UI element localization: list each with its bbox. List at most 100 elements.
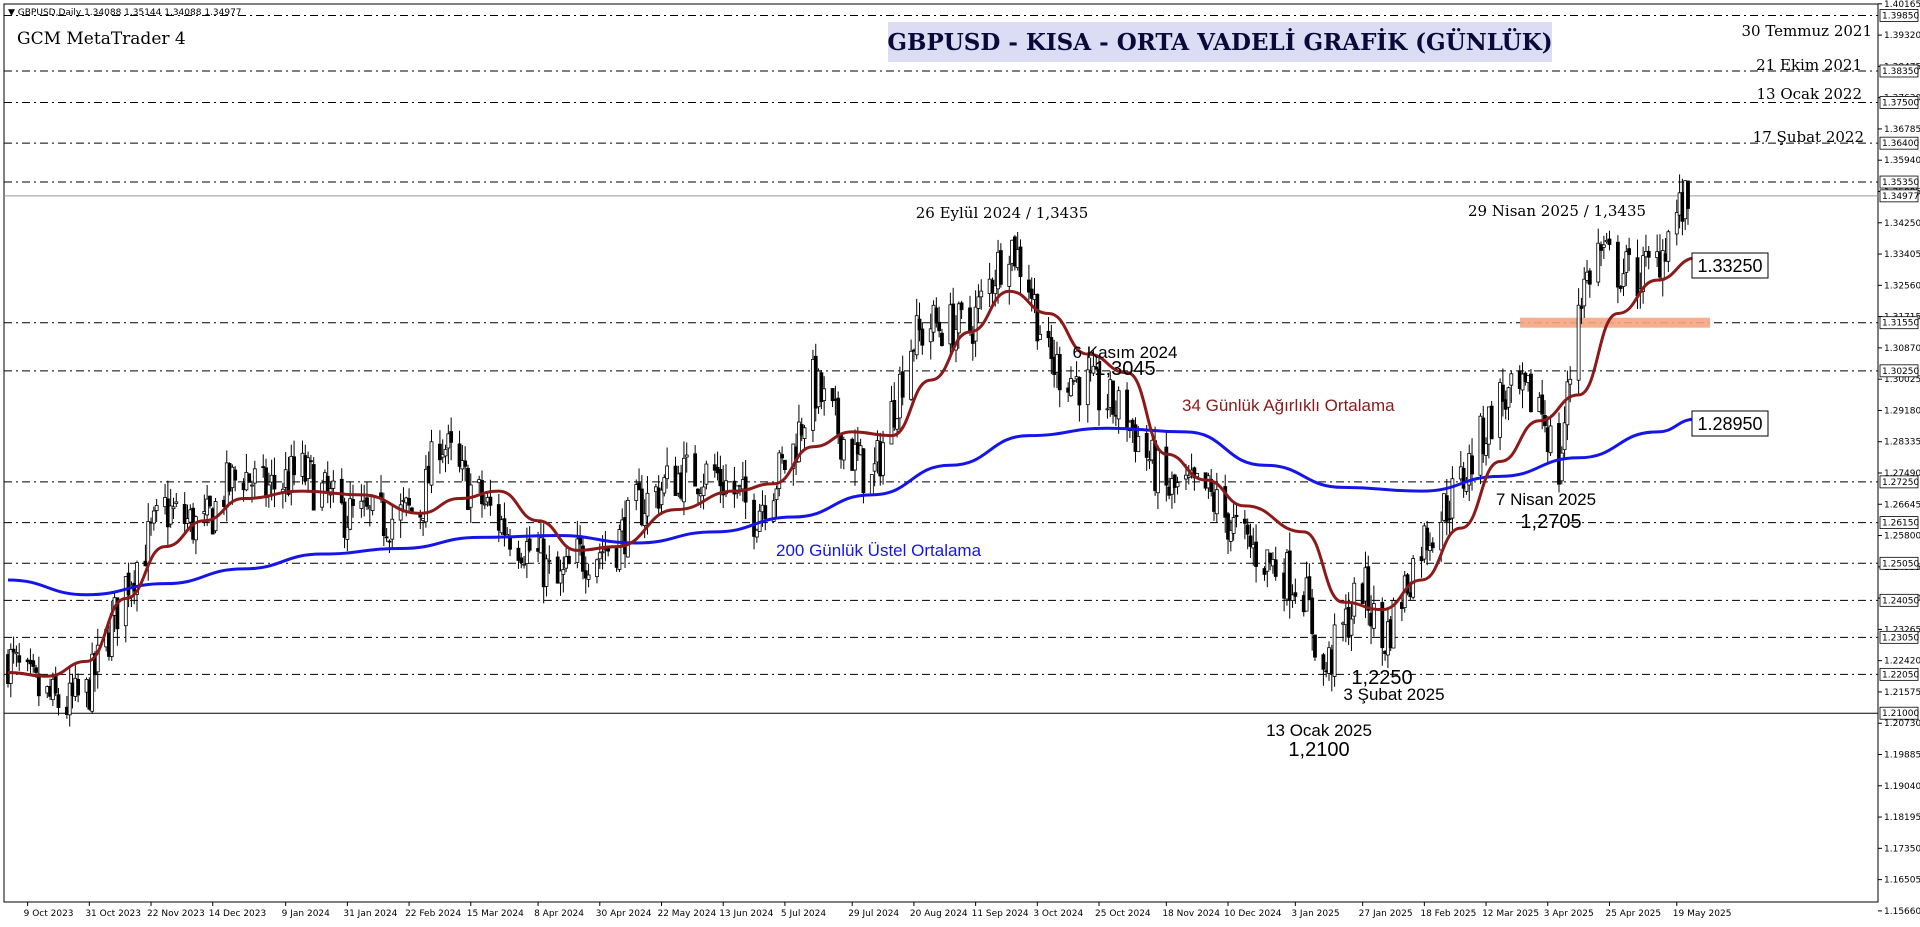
candle-body <box>959 302 964 311</box>
x-tick-label: 13 Jun 2024 <box>719 909 773 919</box>
candle-body <box>522 563 526 566</box>
level-value-label: 1.39850 <box>1882 11 1919 21</box>
candle <box>1674 199 1679 246</box>
candle <box>558 559 563 596</box>
candle <box>853 429 857 486</box>
candle-body <box>1674 212 1679 235</box>
y-tick-label: 1.36785 <box>1884 125 1920 135</box>
candle-body <box>583 570 588 579</box>
y-tick-label: 1.23265 <box>1884 625 1920 635</box>
level-note-4: 17 Şubat 2022 <box>1753 128 1864 146</box>
candle-body <box>586 574 591 580</box>
candle-body <box>1506 387 1511 408</box>
candle <box>544 554 549 597</box>
level-value-label: 1.25050 <box>1882 559 1919 569</box>
candle <box>567 548 571 565</box>
candle <box>1105 393 1110 419</box>
candle-body <box>979 290 984 298</box>
x-tick-label: 18 Feb 2025 <box>1420 909 1476 919</box>
candle <box>1321 652 1326 686</box>
candle-body <box>171 506 176 510</box>
level-value-box <box>1879 556 1919 570</box>
candle <box>1172 473 1177 504</box>
candle-body <box>407 498 411 506</box>
candle-body <box>1444 495 1449 522</box>
candle-body <box>802 427 807 439</box>
y-tick-label: 1.27490 <box>1884 469 1920 479</box>
candle-body <box>443 448 448 457</box>
candle-body <box>1071 379 1076 382</box>
candle-body <box>1540 394 1545 415</box>
candle-body <box>14 651 19 655</box>
candle <box>1057 346 1062 408</box>
candle <box>940 328 944 347</box>
candle-body <box>701 486 706 496</box>
candle-body <box>917 318 922 331</box>
candle <box>1596 228 1601 287</box>
candle <box>339 468 344 505</box>
level-value-label: 1.31550 <box>1882 319 1919 329</box>
annotation-feb3-date: 3 Şubat 2025 <box>1343 685 1444 704</box>
candle <box>309 454 313 479</box>
candle-body <box>777 452 782 489</box>
candle-body <box>895 418 899 430</box>
candle <box>1234 502 1239 528</box>
candle <box>659 481 664 515</box>
candle-body <box>1248 535 1253 547</box>
level-value-label: 1.36400 <box>1882 139 1919 149</box>
candle <box>331 470 336 503</box>
candle <box>701 473 706 510</box>
candle <box>869 474 874 496</box>
candle-body <box>1489 405 1494 440</box>
candle-body <box>1576 304 1581 381</box>
candle <box>780 446 784 464</box>
candle-body <box>146 521 151 564</box>
ema200-label: 200 Günlük Üstel Ortalama <box>776 541 982 560</box>
candle <box>1018 239 1023 295</box>
candle-body <box>508 537 512 550</box>
x-tick-label: 10 Dec 2024 <box>1224 909 1282 919</box>
wma34-label: 34 Günlük Ağırlıklı Ortalama <box>1182 396 1395 415</box>
candle <box>1223 474 1228 533</box>
candle <box>900 355 905 406</box>
candle <box>881 430 885 485</box>
x-tick-label: 25 Apr 2025 <box>1605 909 1661 919</box>
y-tick-label: 1.34250 <box>1884 219 1920 229</box>
candle <box>928 313 933 360</box>
current-price-label: 1.34977 <box>1882 192 1919 202</box>
y-tick-label: 1.21575 <box>1884 688 1920 698</box>
candle-body <box>1172 474 1177 488</box>
symbol-line: ▼ GBPUSD,Daily 1.34088 1.35144 1.34088 1… <box>8 8 242 18</box>
level-value-label: 1.26150 <box>1882 519 1919 529</box>
wma34-value-box <box>1691 252 1769 279</box>
level-note-1: 30 Temmuz 2021 <box>1741 22 1872 40</box>
candle-body <box>1349 618 1354 636</box>
candle <box>914 298 919 360</box>
candle-body <box>423 468 428 523</box>
x-tick-label: 25 Oct 2024 <box>1095 909 1151 919</box>
candle-body <box>617 529 622 570</box>
candle <box>1116 386 1121 434</box>
candle <box>639 475 644 527</box>
candle-body <box>1520 373 1525 391</box>
candle <box>126 562 131 608</box>
candle <box>693 445 698 487</box>
candle <box>17 643 22 671</box>
candle-body <box>1091 365 1096 374</box>
candle-body <box>1231 517 1236 534</box>
candle-body <box>558 570 563 584</box>
candle-body <box>1156 449 1160 494</box>
candle <box>348 481 353 531</box>
candle-body <box>752 499 756 537</box>
annotation-nov-2024-price: 1,3045 <box>1094 358 1155 380</box>
candle-body <box>581 545 585 572</box>
candle <box>407 488 411 513</box>
annotation-jan13-price: 1,2100 <box>1288 739 1349 761</box>
candle <box>1498 378 1502 451</box>
candle-body <box>861 448 866 494</box>
candle-body <box>1500 384 1505 402</box>
candle-body <box>1666 231 1671 262</box>
y-tick-label: 1.30025 <box>1884 375 1920 385</box>
candle <box>390 505 395 549</box>
